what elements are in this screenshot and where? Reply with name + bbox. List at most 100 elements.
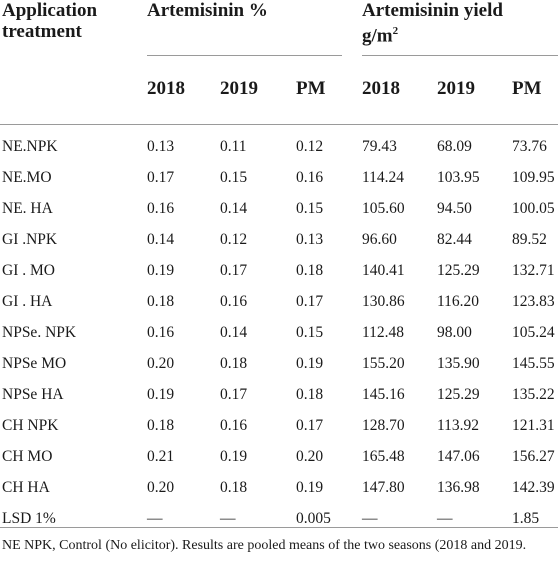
cell-yield-2018: 147.80 <box>362 479 405 496</box>
cell-yield-2018: 165.48 <box>362 448 405 465</box>
cell-percent-2018: 0.14 <box>147 231 175 248</box>
cell-percent-pm: 0.18 <box>296 262 324 279</box>
cell-percent-2019: 0.17 <box>220 262 248 279</box>
cell-yield-pm: 100.05 <box>512 200 555 217</box>
table-row: NPSe. NPK 0.16 0.14 0.15 112.48 98.00 105.24 <box>0 317 558 348</box>
cell-percent-2018: 0.16 <box>147 200 175 217</box>
cell-yield-2019: 94.50 <box>437 200 472 217</box>
cell-yield-pm: 105.24 <box>512 324 555 341</box>
cell-yield-pm: 1.85 <box>512 510 540 527</box>
cell-percent-pm: 0.16 <box>296 169 324 186</box>
cell-yield-pm: 142.39 <box>512 479 555 496</box>
table-row: NE. HA 0.16 0.14 0.15 105.60 94.50 100.05 <box>0 193 558 224</box>
cell-treatment: GI .NPK <box>2 231 58 248</box>
cell-yield-2018: 112.48 <box>362 324 405 341</box>
table-footnote: NE NPK, Control (No elicitor). Results a… <box>2 538 527 553</box>
table-row: CH NPK 0.18 0.16 0.17 128.70 113.92 121.31 <box>0 410 558 441</box>
cell-percent-2019: 0.16 <box>220 293 248 310</box>
cell-yield-2019: 147.06 <box>437 448 480 465</box>
table-row: GI . MO 0.19 0.17 0.18 140.41 125.29 132.71 <box>0 255 558 286</box>
table-row: LSD 1% — — 0.005 — — 1.85 <box>0 503 558 534</box>
cell-percent-pm: 0.12 <box>296 138 324 155</box>
cell-treatment: NPSe. NPK <box>2 324 77 341</box>
cell-percent-2018: 0.21 <box>147 448 175 465</box>
cell-percent-2019: 0.17 <box>220 386 248 403</box>
cell-yield-2019: 113.92 <box>437 417 480 434</box>
cell-percent-2019: 0.14 <box>220 200 248 217</box>
subheader-2018-percent: 2018 <box>147 78 185 99</box>
bottom-rule <box>0 527 558 528</box>
cell-percent-2018: — <box>147 510 163 527</box>
cell-treatment: CH MO <box>2 448 53 465</box>
cell-percent-pm: 0.19 <box>296 479 324 496</box>
cell-yield-pm: 89.52 <box>512 231 547 248</box>
cell-yield-pm: 73.76 <box>512 138 547 155</box>
cell-yield-2019: 135.90 <box>437 355 480 372</box>
cell-percent-2019: 0.15 <box>220 169 248 186</box>
subheader-2018-yield: 2018 <box>362 78 400 99</box>
cell-percent-2018: 0.18 <box>147 293 175 310</box>
cell-yield-2019: 103.95 <box>437 169 480 186</box>
group1-rule <box>147 55 342 56</box>
cell-percent-pm: 0.15 <box>296 324 324 341</box>
yield-unit-exponent: 2 <box>392 25 399 37</box>
cell-yield-pm: 135.22 <box>512 386 555 403</box>
cell-treatment: GI . MO <box>2 262 55 279</box>
cell-treatment: NE.NPK <box>2 138 58 155</box>
header-rule <box>0 124 558 125</box>
yield-unit: g/m <box>362 25 393 47</box>
cell-yield-2018: 128.70 <box>362 417 405 434</box>
cell-yield-2018: 79.43 <box>362 138 397 155</box>
cell-percent-2018: 0.19 <box>147 386 175 403</box>
cell-yield-2019: 98.00 <box>437 324 472 341</box>
cell-treatment: CH NPK <box>2 417 59 434</box>
cell-percent-pm: 0.15 <box>296 200 324 217</box>
cell-percent-2018: 0.20 <box>147 355 175 372</box>
cell-yield-pm: 123.83 <box>512 293 555 310</box>
table-row: NE.MO 0.17 0.15 0.16 114.24 103.95 109.95 <box>0 162 558 193</box>
cell-treatment: NE.MO <box>2 169 52 186</box>
table-row: CH HA 0.20 0.18 0.19 147.80 136.98 142.39 <box>0 472 558 503</box>
cell-yield-2019: 125.29 <box>437 386 480 403</box>
cell-percent-2018: 0.16 <box>147 324 175 341</box>
cell-yield-pm: 145.55 <box>512 355 555 372</box>
table-row: NPSe MO 0.20 0.18 0.19 155.20 135.90 145.55 <box>0 348 558 379</box>
cell-percent-2019: 0.14 <box>220 324 248 341</box>
treatment-header-line1: Application <box>2 0 98 21</box>
cell-yield-2018: 140.41 <box>362 262 405 279</box>
cell-yield-2018: 114.24 <box>362 169 405 186</box>
cell-treatment: CH HA <box>2 479 50 496</box>
cell-percent-2018: 0.13 <box>147 138 175 155</box>
treatment-header-line2: treatment <box>2 21 82 42</box>
treatment-header: Application treatment <box>2 0 97 42</box>
cell-treatment: GI . HA <box>2 293 53 310</box>
artemisinin-percent-header: Artemisinin % <box>147 0 268 21</box>
yield-header-line2: g/m2 <box>362 21 503 46</box>
cell-percent-pm: 0.17 <box>296 417 324 434</box>
cell-yield-2018: 105.60 <box>362 200 405 217</box>
cell-percent-pm: 0.19 <box>296 355 324 372</box>
table-row: GI .NPK 0.14 0.12 0.13 96.60 82.44 89.52 <box>0 224 558 255</box>
cell-percent-2018: 0.17 <box>147 169 175 186</box>
subheader-pm-yield: PM <box>512 78 542 99</box>
cell-percent-2018: 0.18 <box>147 417 175 434</box>
table-row: NE.NPK 0.13 0.11 0.12 79.43 68.09 73.76 <box>0 131 558 162</box>
cell-percent-2019: — <box>220 510 236 527</box>
cell-percent-pm: 0.20 <box>296 448 324 465</box>
cell-percent-pm: 0.17 <box>296 293 324 310</box>
cell-yield-2018: 130.86 <box>362 293 405 310</box>
cell-yield-2019: 68.09 <box>437 138 472 155</box>
cell-treatment: NE. HA <box>2 200 53 217</box>
cell-yield-2018: 96.60 <box>362 231 397 248</box>
artemisinin-yield-header: Artemisinin yield g/m2 <box>362 0 503 46</box>
cell-percent-2018: 0.20 <box>147 479 175 496</box>
cell-yield-2019: 116.20 <box>437 293 480 310</box>
cell-yield-2019: 82.44 <box>437 231 472 248</box>
cell-percent-2019: 0.16 <box>220 417 248 434</box>
table-row: GI . HA 0.18 0.16 0.17 130.86 116.20 123.83 <box>0 286 558 317</box>
cell-percent-2019: 0.18 <box>220 479 248 496</box>
table-row: CH MO 0.21 0.19 0.20 165.48 147.06 156.27 <box>0 441 558 472</box>
cell-yield-pm: 109.95 <box>512 169 555 186</box>
cell-percent-2019: 0.18 <box>220 355 248 372</box>
cell-yield-2019: 136.98 <box>437 479 480 496</box>
